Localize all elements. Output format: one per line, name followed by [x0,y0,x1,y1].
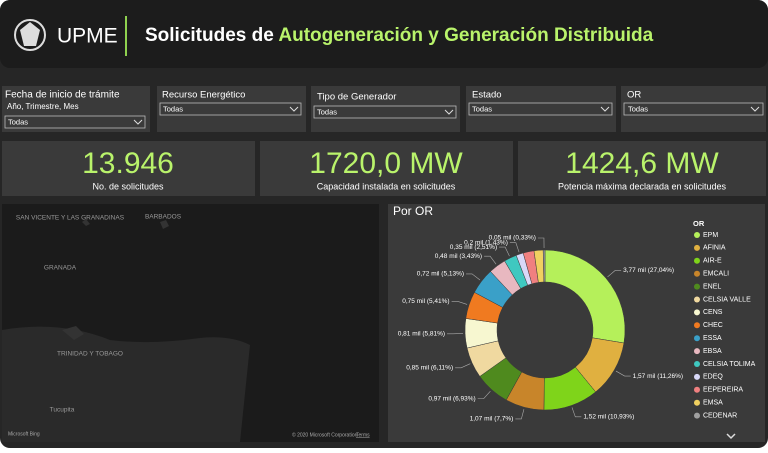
dropdown-value: Todas [472,104,492,113]
legend-marker [694,297,700,303]
kpi-value: 1424,6 MW [565,147,719,180]
filter[interactable]: OR Todas [621,86,766,132]
map-place: TRINIDAD Y TOBAGO [57,351,123,358]
filter-label: Estado [472,90,502,101]
land [2,327,250,442]
filter[interactable]: Recurso Energético Todas [157,86,306,132]
title-highlight: Autogeneración y Generación Distribuida [278,25,653,46]
filter-label: Fecha de inicio de trámite [5,90,120,101]
legend-marker [694,271,700,277]
title-prefix: Solicitudes de [145,25,274,46]
chart-title: Por OR [393,204,433,218]
kpi-label: Potencia máxima declarada en solicitudes [558,181,727,191]
legend-label: EEPEREIRA [703,387,743,394]
legend-marker [694,309,700,315]
legend-label: AIR-E [703,258,722,265]
map-place: Tucupita [50,407,75,414]
filter[interactable]: Estado Todas [466,86,616,132]
legend-marker [694,245,700,251]
legend-marker [694,387,700,393]
legend-marker [694,284,700,290]
map-logo: Microsoft Bing [8,431,40,437]
legend-label: CHEC [703,322,723,329]
legend-label: CELSIA TOLIMA [703,361,756,368]
data-label: 1,07 mil (7,7%) [470,416,514,423]
kpi-value: 1720,0 MW [309,147,463,180]
legend-title: OR [693,219,705,228]
legend-label: EDEQ [703,374,723,381]
legend-marker [694,413,700,419]
legend-label: AFINIA [703,245,726,252]
data-label: 0,05 mil (0,33%) [489,235,536,242]
map-terms[interactable]: Terms [356,432,370,438]
data-label: 1,57 mil (11,26%) [633,373,683,380]
legend-marker [694,335,700,341]
page-title: Solicitudes de Autogeneración y Generaci… [145,25,654,46]
brand: UPME [57,25,118,48]
legend-label: CELSIA VALLE [703,296,751,303]
filter-label: OR [627,90,641,101]
data-label: 0,48 mil (3,43%) [435,253,482,260]
legend-label: CENS [703,309,723,316]
legend-marker [694,374,700,380]
legend-marker [694,361,700,367]
legend-marker [694,232,700,238]
filter-sublabel: Año, Trimestre, Mes [7,102,79,111]
filter[interactable]: Tipo de Generador Todas [311,86,460,132]
dropdown-value: Todas [317,107,337,116]
legend-label: ENEL [703,283,721,290]
legend-marker [694,258,700,264]
legend-label: EPM [703,232,718,239]
filter-label: Recurso Energético [162,90,245,101]
legend-marker [694,322,700,328]
legend-marker [694,348,700,354]
kpi-label: No. de solicitudes [92,181,164,191]
dropdown-value: Todas [8,117,28,126]
dropdown-value: Todas [628,104,648,113]
filter[interactable]: Fecha de inicio de trámite Año, Trimestr… [2,86,150,132]
filter-label: Tipo de Generador [317,92,396,103]
kpi-label: Capacidad instalada en solicitudes [317,181,456,191]
data-label: 0,81 mil (5,81%) [398,331,445,338]
data-label: 0,85 mil (6,11%) [406,364,453,371]
map-place: BARBADOS [145,214,182,221]
data-label: 0,75 mil (5,41%) [402,298,449,305]
dropdown-value: Todas [163,104,183,113]
legend-label: EBSA [703,348,722,355]
map[interactable]: SAN VICENTE Y LAS GRANADINAS BARBADOS GR… [2,204,379,442]
legend-label: EMCALI [703,271,729,278]
map-credits: © 2020 Microsoft Corporation [292,431,358,438]
legend-label: EMSA [703,400,723,407]
legend-label: CEDENAR [703,412,737,419]
kpi-value: 13.946 [82,147,174,180]
data-label: 3,77 mil (27,04%) [623,267,674,274]
map-place: SAN VICENTE Y LAS GRANADINAS [16,215,125,222]
data-label: 1,52 mil (10,93%) [583,414,634,421]
data-label: 0,72 mil (5,13%) [417,271,464,278]
map-place: GRANADA [44,265,77,272]
legend-marker [694,400,700,406]
data-label: 0,97 mil (6,93%) [428,395,475,402]
legend-label: ESSA [703,335,722,342]
